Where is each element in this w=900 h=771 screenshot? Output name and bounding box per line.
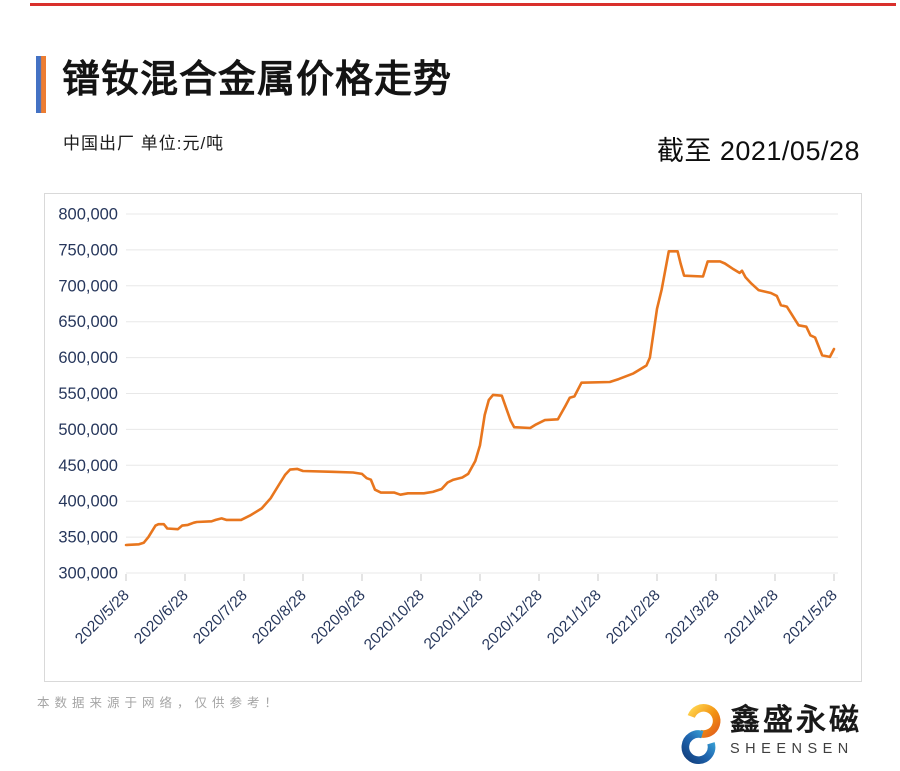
logo-top-arc: [687, 704, 721, 738]
logo-bottom-arc: [681, 730, 716, 764]
page-title: 镨钕混合金属价格走势: [62, 59, 453, 101]
x-tick-label: 2020/8/28: [249, 587, 310, 648]
y-tick-label: 800,000: [58, 206, 118, 224]
x-tick-label: 2020/10/28: [361, 587, 428, 654]
y-tick-label: 400,000: [58, 493, 118, 511]
disclaimer-text: 本数据来源于网络，仅供参考！: [37, 696, 283, 710]
y-tick-label: 750,000: [58, 241, 118, 259]
x-tick-label: 2021/1/28: [544, 587, 605, 648]
y-tick-label: 550,000: [58, 385, 118, 403]
chart-subtitle: 中国出厂 单位:元/吨: [63, 134, 225, 153]
y-tick-label: 500,000: [58, 421, 118, 439]
y-tick-label: 350,000: [58, 529, 118, 547]
brand-name-en: SHEENSEN: [730, 740, 854, 757]
price-trend-chart-panel: 300,000 350,000 400,000 450,000 500,000 550,0…: [44, 193, 862, 682]
title-accent-bar: [36, 56, 46, 113]
y-tick-label: 600,000: [58, 349, 118, 367]
y-tick-label: 300,000: [58, 565, 118, 583]
price-line: [124, 249, 836, 547]
x-tick-label: 2021/4/28: [721, 587, 782, 648]
x-tick-label: 2020/9/28: [308, 587, 369, 648]
x-tick-label: 2020/12/28: [479, 587, 546, 654]
price-trend-chart: 300,000 350,000 400,000 450,000 500,000 550,0…: [58, 206, 841, 654]
s-swirl-logo-icon: [681, 704, 721, 764]
y-tick-label: 650,000: [58, 313, 118, 331]
x-tick-label: 2020/5/28: [72, 587, 133, 648]
x-tick-label: 2020/11/28: [421, 587, 487, 653]
x-tick-label: 2021/3/28: [662, 587, 723, 648]
brand-logo: 鑫盛永磁 SHEENSEN: [680, 702, 862, 766]
as-of-date: 截至 2021/05/28: [656, 136, 860, 166]
brand-name-cn: 鑫盛永磁: [730, 704, 862, 737]
x-tick-label: 2021/5/28: [780, 587, 841, 648]
y-tick-label: 700,000: [58, 277, 118, 295]
brand-text: 鑫盛永磁 SHEENSEN: [730, 702, 862, 757]
x-tick-label: 2021/2/28: [603, 587, 664, 648]
y-tick-label: 450,000: [58, 457, 118, 475]
top-accent-line: [30, 3, 896, 6]
x-tick-label: 2020/6/28: [131, 587, 192, 648]
x-tick-label: 2020/7/28: [190, 587, 251, 648]
